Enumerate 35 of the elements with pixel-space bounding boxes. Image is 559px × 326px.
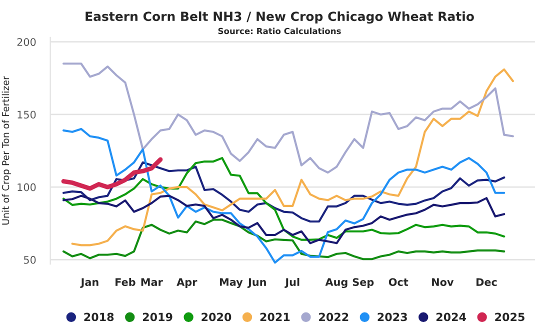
legend-label: 2023 [378, 312, 407, 322]
x-tick-label: Mar [141, 278, 163, 286]
x-tick-label: Jun [247, 278, 266, 288]
x-tick-label: Jul [284, 278, 300, 288]
legend-label: 2018 [84, 312, 114, 322]
line-series [71, 68, 514, 246]
chart-subtitle: Source: Ratio Calculations [218, 28, 341, 34]
legend-label: 2024 [436, 312, 466, 322]
chart-title: Eastern Corn Belt NH3 / New Crop Chicago Wheat Ratio [86, 11, 474, 24]
y-tick-label: 200 [17, 38, 36, 46]
line-series [62, 161, 506, 223]
line-series [62, 62, 514, 174]
y-tick-label: 100 [18, 183, 36, 192]
x-tick-label: May [220, 278, 243, 288]
x-tick-label: Jan [80, 278, 98, 288]
legend-label: 2025 [495, 312, 524, 322]
x-tick-label: Apr [176, 278, 198, 288]
line-series [62, 218, 506, 260]
line-series [61, 157, 163, 191]
x-tick-label: Oct [388, 278, 408, 286]
y-tick-label: 150 [18, 110, 36, 119]
line-series [62, 156, 506, 241]
legend-label: 2022 [319, 312, 348, 322]
y-tick-label: 50 [24, 256, 36, 264]
legend-label: 2021 [260, 312, 290, 322]
line-series [62, 194, 506, 244]
legend-label: 2020 [202, 312, 232, 322]
x-tick-label: Aug [325, 278, 348, 288]
line-series [62, 128, 506, 264]
y-axis-title: Unit of Crop Per Ton of Fertilizer [2, 76, 11, 225]
x-tick-label: Feb [116, 278, 136, 286]
x-tick-label: Nov [432, 278, 454, 286]
x-tick-label: Dec [476, 278, 497, 286]
legend-label: 2019 [142, 312, 172, 322]
x-tick-label: Sep [352, 278, 374, 288]
